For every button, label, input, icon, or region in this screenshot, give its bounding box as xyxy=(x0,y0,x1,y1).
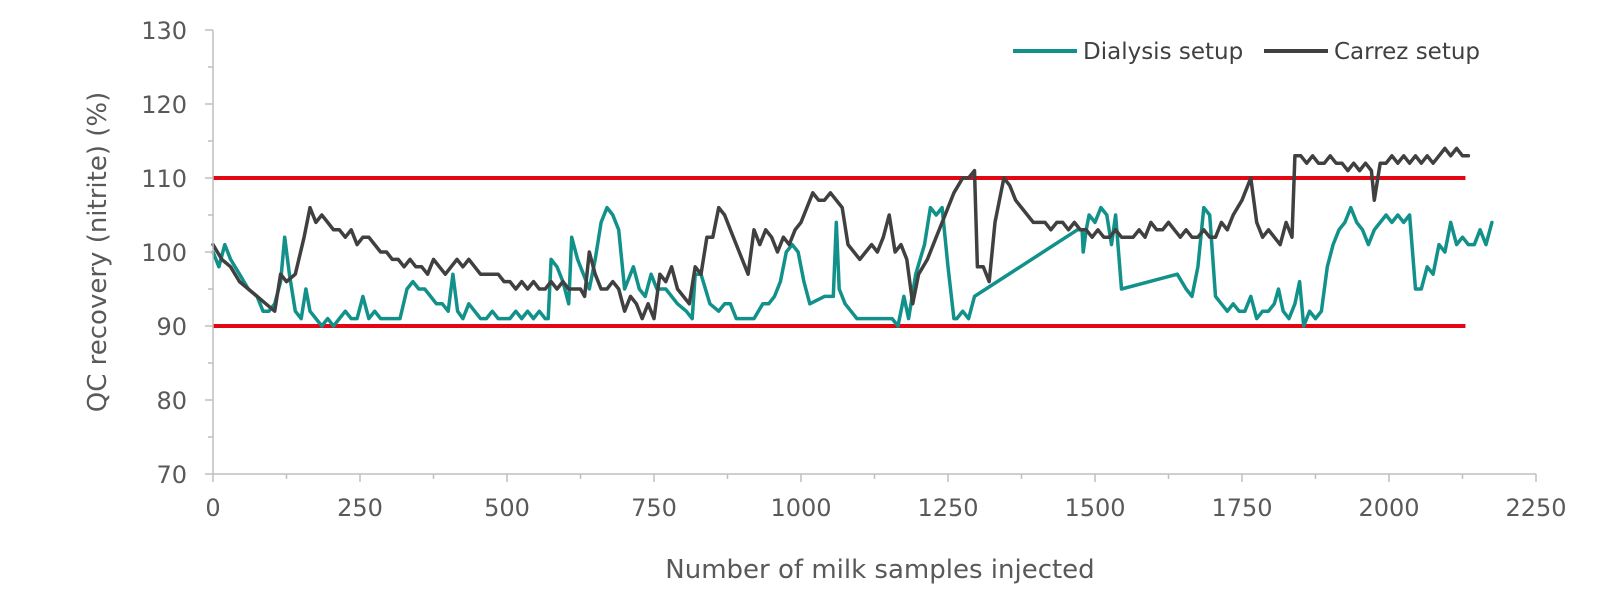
y-tick-label: 130 xyxy=(141,17,187,45)
y-axis-title: QC recovery (nitrite) (%) xyxy=(83,92,113,412)
x-tick-label: 2250 xyxy=(1505,494,1566,522)
legend-label: Dialysis setup xyxy=(1083,39,1243,65)
x-tick-label: 2000 xyxy=(1358,494,1419,522)
y-tick-label: 70 xyxy=(156,461,187,489)
y-tick-label: 90 xyxy=(156,313,187,341)
x-tick-label: 1750 xyxy=(1211,494,1272,522)
x-tick-label: 1000 xyxy=(770,494,831,522)
y-tick-label: 80 xyxy=(156,387,187,415)
legend-label: Carrez setup xyxy=(1334,39,1480,65)
y-tick-label: 120 xyxy=(141,91,187,119)
x-tick-label: 1500 xyxy=(1064,494,1125,522)
x-tick-label: 0 xyxy=(205,494,220,522)
y-tick-label: 100 xyxy=(141,239,187,267)
x-axis-title: Number of milk samples injected xyxy=(665,555,1094,585)
axes: 70 80 90 100 110 120 130 0 250 500 750 1000 1250 1500… xyxy=(141,17,1566,522)
x-tick-label: 750 xyxy=(631,494,677,522)
series-layer xyxy=(211,146,1494,328)
limit-lines xyxy=(213,176,1466,328)
legend: Dialysis setup Carrez setup xyxy=(1013,39,1480,65)
x-tick-label: 250 xyxy=(337,494,383,522)
series-line-dialysis-setup xyxy=(211,205,1494,328)
y-tick-label: 110 xyxy=(141,165,187,193)
series-line-carrez-setup xyxy=(211,146,1471,321)
x-tick-label: 1250 xyxy=(917,494,978,522)
x-tick-label: 500 xyxy=(484,494,530,522)
